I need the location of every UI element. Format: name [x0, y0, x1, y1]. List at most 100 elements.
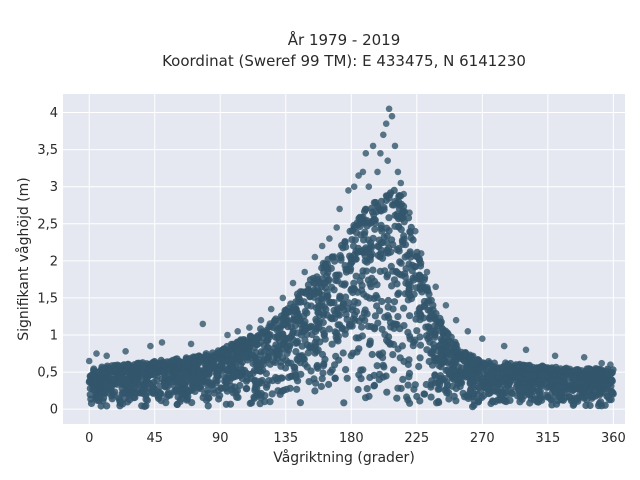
data-point	[475, 396, 483, 404]
data-point	[445, 395, 453, 403]
outlier-point	[333, 224, 341, 231]
data-point	[406, 250, 414, 258]
outlier-point	[400, 190, 408, 198]
data-point	[551, 387, 559, 395]
data-point	[461, 357, 469, 365]
data-point	[96, 381, 104, 389]
data-point	[285, 373, 293, 381]
outlier-point	[187, 340, 195, 348]
data-point	[556, 370, 565, 379]
x-tick-labels: 0 45 90 135 180 225 270 315 360	[85, 431, 626, 446]
data-point	[399, 375, 407, 383]
y-tick-labels: 0 0,5 1 1,5 2 2,5 3 3,5 4	[37, 106, 58, 418]
data-point	[280, 340, 288, 348]
data-point	[267, 322, 275, 330]
data-point	[462, 363, 471, 371]
data-point	[396, 258, 404, 266]
data-point	[331, 328, 339, 336]
data-point	[503, 391, 511, 399]
data-point	[499, 370, 507, 378]
data-point	[176, 360, 184, 368]
data-point	[321, 284, 329, 292]
data-point	[350, 285, 359, 293]
data-point	[311, 387, 319, 395]
outlier-point	[369, 142, 377, 150]
data-point	[264, 343, 272, 352]
data-point	[363, 217, 371, 225]
data-point	[350, 279, 358, 287]
data-point	[454, 380, 462, 388]
data-point	[334, 304, 342, 312]
data-point	[374, 319, 382, 327]
data-point	[113, 361, 121, 369]
y-tick-label: 3,5	[37, 143, 58, 158]
data-point	[582, 401, 590, 410]
data-point	[348, 226, 357, 234]
data-point	[256, 339, 264, 347]
data-point	[413, 327, 421, 335]
data-point	[366, 339, 374, 347]
x-tick-label: 135	[273, 431, 298, 446]
data-point	[405, 373, 413, 381]
data-point	[332, 271, 340, 279]
data-point	[370, 371, 378, 379]
x-tick-label: 0	[85, 431, 93, 446]
data-point	[358, 323, 366, 331]
outlier-point	[326, 235, 333, 242]
data-point	[313, 273, 321, 281]
data-point	[404, 296, 412, 304]
data-point	[512, 361, 520, 369]
data-point	[363, 385, 371, 393]
data-point	[312, 379, 320, 387]
data-point	[346, 252, 354, 260]
outlier-point	[350, 183, 358, 190]
outlier-point	[432, 283, 440, 291]
y-tick-label: 1	[50, 329, 58, 344]
data-point	[390, 298, 399, 306]
data-point	[330, 253, 338, 261]
data-point	[423, 285, 431, 293]
data-point	[293, 385, 301, 393]
y-tick-label: 1,5	[37, 291, 58, 306]
data-point	[296, 320, 304, 328]
data-point	[319, 369, 327, 377]
data-point	[384, 296, 392, 305]
data-point	[536, 387, 544, 395]
data-point	[125, 392, 133, 400]
outlier-point	[397, 179, 405, 187]
data-point	[352, 307, 361, 316]
outlier-point	[93, 350, 100, 357]
x-tick-label: 180	[339, 431, 364, 446]
outlier-point	[551, 352, 559, 360]
data-point	[255, 377, 264, 386]
data-point	[424, 335, 432, 343]
data-point	[445, 389, 453, 397]
data-point	[199, 394, 207, 402]
data-point	[349, 349, 357, 357]
data-point	[416, 262, 425, 270]
data-point	[157, 356, 165, 364]
data-point	[513, 383, 521, 391]
outlier-point	[380, 131, 387, 139]
data-point	[400, 304, 408, 312]
data-point	[231, 344, 239, 353]
x-tick-label: 45	[146, 431, 163, 446]
chart-title: År 1979 - 2019	[288, 30, 401, 49]
data-point	[104, 375, 112, 383]
data-point	[499, 363, 507, 371]
data-point	[505, 368, 513, 376]
data-point	[420, 390, 428, 398]
data-point	[379, 254, 387, 262]
data-point	[368, 208, 377, 216]
data-point	[184, 393, 192, 401]
data-point	[340, 281, 348, 289]
data-point	[339, 349, 347, 357]
data-point	[370, 277, 379, 285]
data-point	[425, 324, 433, 332]
data-point	[170, 382, 178, 390]
data-point	[296, 399, 304, 407]
outlier-point	[384, 157, 392, 164]
data-point	[258, 328, 266, 336]
data-point	[195, 367, 203, 375]
data-point	[142, 395, 150, 403]
